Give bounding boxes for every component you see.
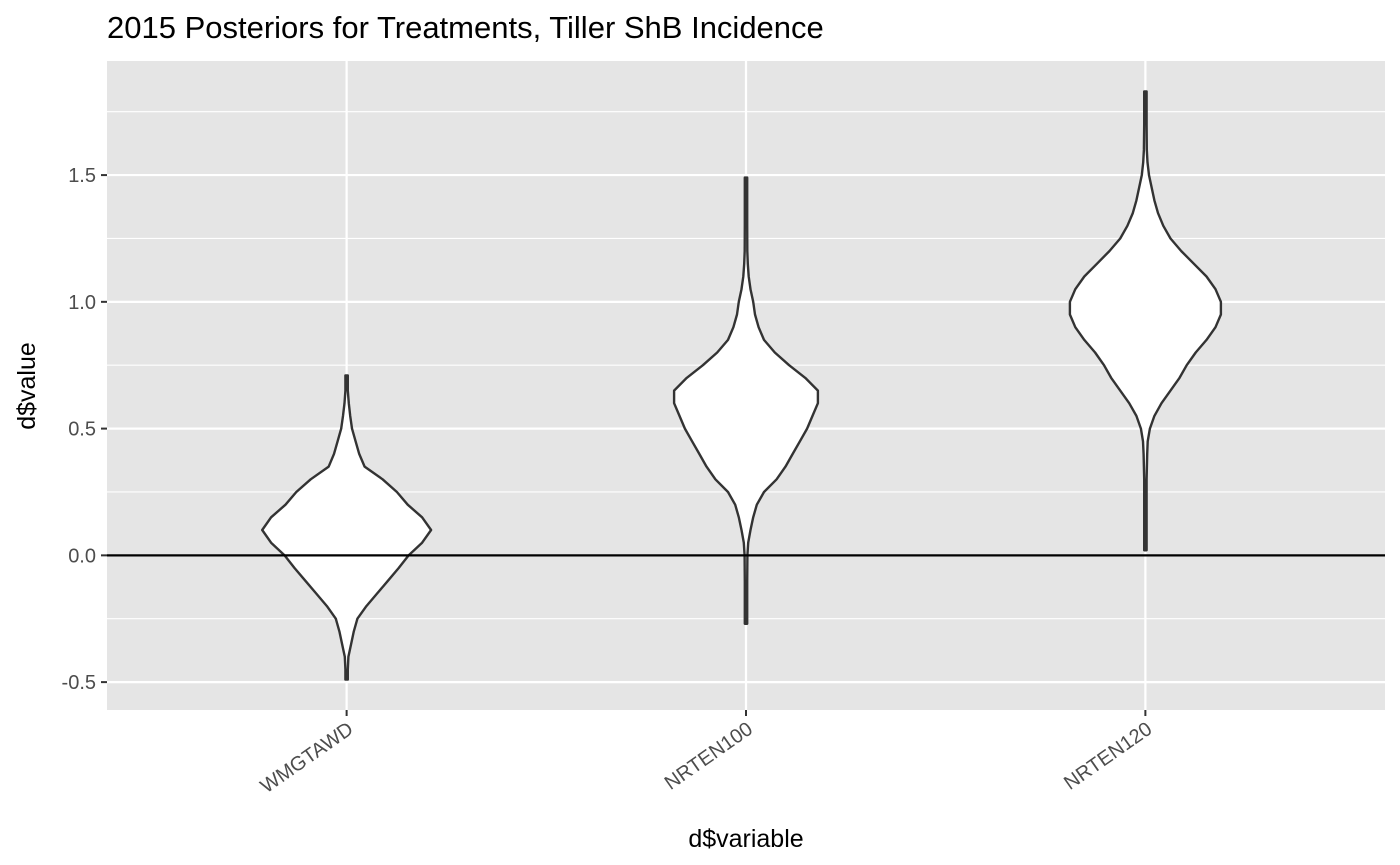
- y-tick-label: -0.5: [62, 672, 96, 694]
- chart-title: 2015 Posteriors for Treatments, Tiller S…: [107, 10, 824, 45]
- violin-nrten120: [1068, 90, 1223, 552]
- y-tick-label: 0.0: [68, 545, 96, 567]
- x-axis-title: d$variable: [688, 825, 803, 853]
- y-tick-label: 0.5: [68, 419, 96, 441]
- y-axis-ticks: -0.5 0.0 0.5 1.0 1.5: [62, 165, 107, 694]
- x-tick-label: NRTEN120: [1060, 718, 1156, 794]
- violin-nrten100: [672, 176, 820, 625]
- x-axis-ticks: WMGTAWD NRTEN100 NRTEN120: [257, 710, 1156, 798]
- x-tick-label: NRTEN100: [661, 718, 757, 794]
- y-axis-title: d$value: [13, 342, 41, 430]
- violin-series: [261, 90, 1223, 681]
- x-tick-label: WMGTAWD: [257, 718, 358, 798]
- y-tick-label: 1.0: [68, 292, 96, 314]
- violin-wmgtawd: [261, 374, 433, 681]
- y-tick-label: 1.5: [68, 165, 96, 187]
